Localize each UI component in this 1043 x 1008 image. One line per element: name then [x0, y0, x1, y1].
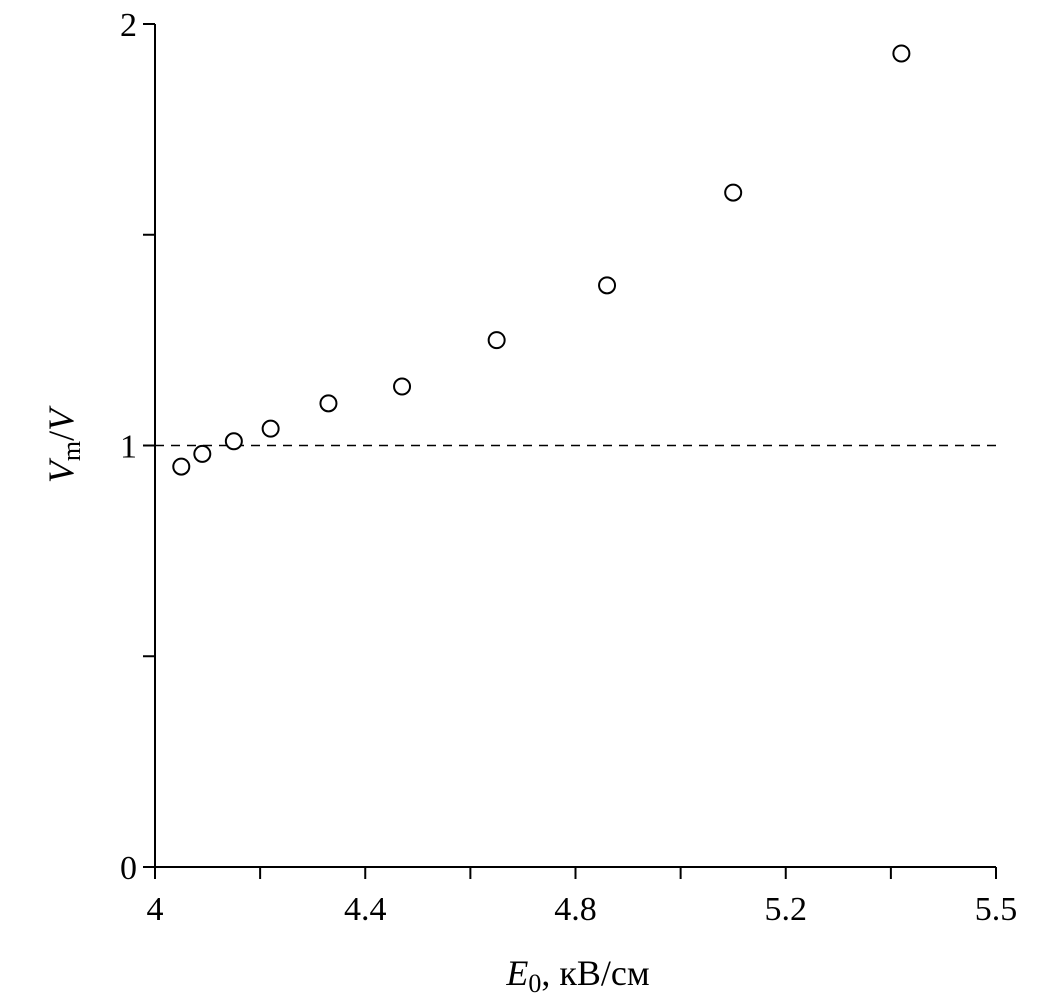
x-axis-title-sub: 0	[528, 969, 541, 998]
x-axis-title-rest: , кВ/см	[541, 953, 649, 993]
y-axis-title-slash: /	[41, 431, 81, 441]
data-point	[598, 276, 617, 295]
x-axis-title: E0, кВ/см	[505, 953, 649, 998]
data-points	[172, 44, 911, 476]
ticks	[143, 23, 997, 879]
y-tick-label: 0	[120, 850, 137, 887]
y-axis-title-sub: m	[57, 441, 86, 461]
x-tick-label: 5.2	[765, 891, 808, 928]
data-point	[892, 44, 911, 63]
y-tick-label: 2	[120, 7, 137, 44]
data-point	[487, 331, 506, 350]
x-tick-label: 5.5	[975, 891, 1018, 928]
data-point	[724, 183, 743, 202]
data-point	[172, 457, 191, 476]
data-point	[193, 444, 212, 463]
x-tick-label: 4.8	[554, 891, 597, 928]
x-axis-title-main: E	[505, 953, 528, 993]
tick-labels: 4 4.4 4.8 5.2 5.5 0 1 2	[120, 7, 1017, 928]
x-tick-label: 4	[147, 891, 164, 928]
y-axis-title-main2: V	[41, 405, 81, 431]
y-axis-title: Vm/V	[41, 405, 86, 483]
y-tick-label: 1	[120, 429, 137, 466]
data-point	[319, 394, 338, 413]
data-point	[224, 432, 243, 451]
x-tick-label: 4.4	[344, 891, 387, 928]
y-axis-title-main: V	[41, 457, 81, 483]
data-point	[261, 419, 280, 438]
data-point	[393, 377, 412, 396]
